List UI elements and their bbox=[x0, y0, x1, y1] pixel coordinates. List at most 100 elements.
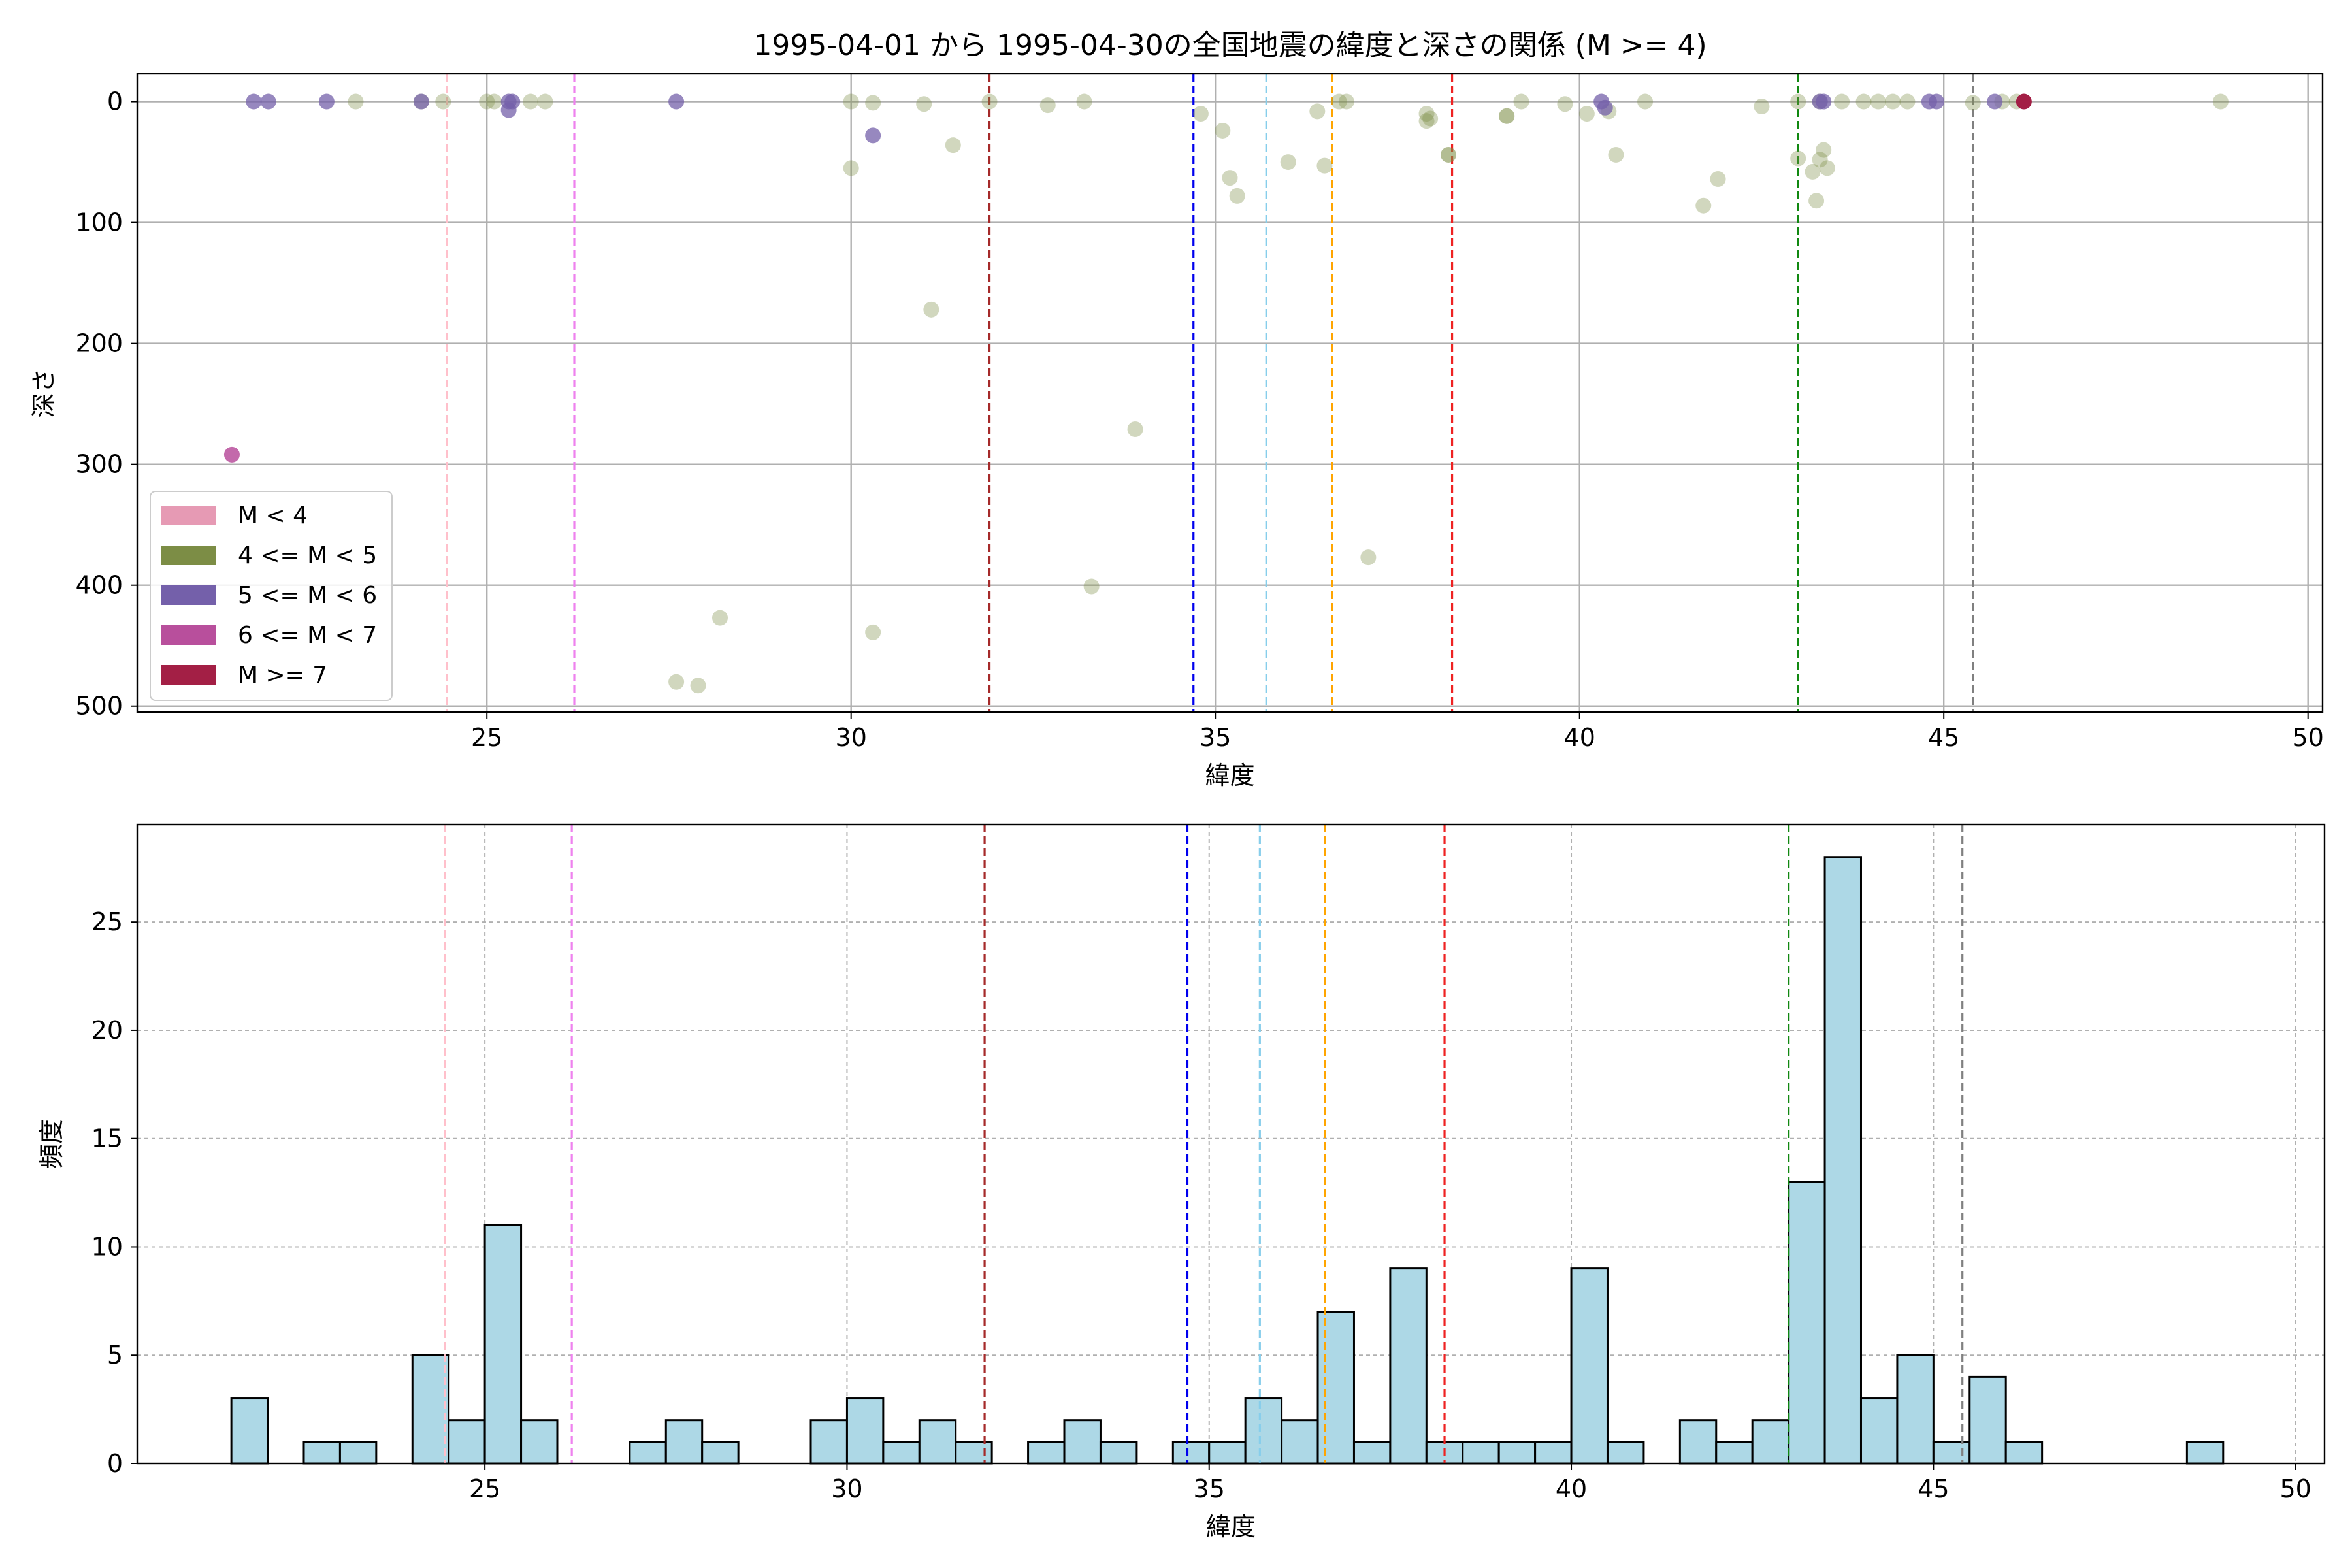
scatter-point bbox=[1076, 93, 1092, 110]
histogram-bar bbox=[1678, 1419, 1718, 1465]
legend-label: 6 <= M < 7 bbox=[238, 622, 377, 649]
hist-y-tick-label: 5 bbox=[107, 1341, 123, 1369]
histogram-bar bbox=[1896, 1354, 1935, 1465]
scatter-point bbox=[1039, 97, 1056, 114]
scatter-x-tick-label: 30 bbox=[836, 723, 867, 752]
histogram-panel: 25 30 35 40 45 50 0 5 10 15 20 25 緯度 頻度 bbox=[37, 823, 2326, 1541]
scatter-point bbox=[1360, 549, 1377, 566]
hist-x-tick-label: 35 bbox=[1194, 1475, 1225, 1503]
histogram-bar bbox=[1462, 1441, 1500, 1465]
scatter-point bbox=[1816, 142, 1832, 158]
histogram-bar bbox=[302, 1441, 341, 1465]
scatter-point bbox=[537, 93, 553, 110]
scatter-point bbox=[1418, 113, 1435, 129]
scatter-point bbox=[1578, 106, 1595, 122]
hist-x-axis-label: 緯度 bbox=[1206, 1512, 1256, 1541]
scatter-point bbox=[981, 93, 998, 110]
hist-y-axis-label: 頻度 bbox=[37, 1119, 66, 1169]
scatter-y-tick-label: 0 bbox=[107, 88, 123, 116]
scatter-point bbox=[1316, 157, 1333, 174]
histogram-bar bbox=[1208, 1441, 1247, 1465]
legend-swatch bbox=[161, 546, 216, 565]
histogram-bar bbox=[1389, 1267, 1428, 1465]
scatter-point bbox=[1790, 150, 1806, 167]
scatter-point bbox=[348, 93, 364, 110]
scatter-point bbox=[1834, 93, 1850, 110]
histogram-bar bbox=[1932, 1441, 1971, 1465]
legend-swatch bbox=[161, 665, 216, 685]
legend-label: M < 4 bbox=[238, 502, 308, 529]
scatter-point bbox=[1597, 99, 1613, 116]
scatter-point bbox=[1229, 188, 1245, 204]
scatter-point bbox=[1790, 93, 1806, 110]
scatter-point bbox=[1499, 108, 1515, 124]
scatter-point bbox=[435, 93, 451, 110]
hist-y-tick-label: 25 bbox=[91, 907, 123, 936]
scatter-point bbox=[668, 93, 685, 110]
scatter-point bbox=[1499, 108, 1515, 124]
scatter-point bbox=[1441, 146, 1456, 163]
scatter-point bbox=[1083, 578, 1100, 595]
histogram-bar bbox=[1534, 1441, 1573, 1465]
scatter-point bbox=[1808, 193, 1825, 209]
scatter-point bbox=[923, 301, 939, 318]
histogram-bar bbox=[1027, 1441, 1066, 1465]
scatter-point bbox=[500, 102, 517, 118]
scatter-point bbox=[1637, 93, 1654, 110]
histogram-bar bbox=[664, 1419, 704, 1465]
scatter-y-tick-label: 400 bbox=[75, 571, 123, 600]
histogram-bar bbox=[1244, 1397, 1283, 1465]
histogram-bar bbox=[1281, 1419, 1319, 1465]
scatter-point bbox=[1222, 170, 1238, 186]
histogram-bar bbox=[1570, 1267, 1609, 1465]
scatter-legend: M < 4 4 <= M < 5 5 <= M < 6 6 <= M < 7 M >= … bbox=[150, 491, 393, 701]
scatter-point bbox=[1422, 110, 1439, 127]
histogram-bar bbox=[520, 1419, 559, 1465]
scatter-x-tick-label: 50 bbox=[2293, 723, 2324, 752]
histogram-bar bbox=[629, 1441, 667, 1465]
scatter-point bbox=[260, 93, 276, 110]
hist-y-tick-label: 10 bbox=[91, 1232, 123, 1261]
scatter-point bbox=[916, 96, 932, 112]
scatter-y-tick-label: 500 bbox=[75, 692, 123, 721]
legend-swatch bbox=[161, 625, 216, 645]
histogram-bar bbox=[1063, 1419, 1102, 1465]
histogram-bar bbox=[1099, 1441, 1138, 1465]
scatter-point bbox=[1608, 146, 1624, 163]
scatter-point bbox=[1513, 93, 1529, 110]
histogram-bar bbox=[701, 1441, 740, 1465]
histogram-bar bbox=[2004, 1441, 2044, 1465]
legend-label: 4 <= M < 5 bbox=[238, 542, 377, 569]
legend-label: M >= 7 bbox=[238, 662, 327, 689]
histogram-bar bbox=[338, 1441, 378, 1465]
histogram-bar bbox=[1859, 1397, 1899, 1465]
scatter-y-tick-label: 300 bbox=[75, 450, 123, 479]
scatter-x-tick-label: 25 bbox=[471, 723, 502, 752]
legend-swatch bbox=[161, 506, 216, 525]
scatter-y-axis-label: 深さ bbox=[29, 368, 58, 417]
scatter-point bbox=[1816, 93, 1832, 110]
scatter-x-tick-label: 40 bbox=[1564, 723, 1595, 752]
histogram-bar bbox=[918, 1419, 957, 1465]
legend-label: 5 <= M < 6 bbox=[238, 582, 377, 609]
scatter-point bbox=[1987, 93, 2003, 110]
histogram-bar bbox=[1606, 1441, 1645, 1465]
hist-x-tick-label: 45 bbox=[1918, 1475, 1949, 1503]
scatter-point bbox=[865, 127, 881, 144]
scatter-y-tick-label: 100 bbox=[75, 208, 123, 237]
hist-axes-frame bbox=[136, 823, 2326, 1465]
scatter-point bbox=[1338, 93, 1354, 110]
scatter-y-tick-label: 200 bbox=[75, 329, 123, 358]
histogram-bar bbox=[230, 1397, 269, 1465]
scatter-point bbox=[1695, 197, 1712, 214]
scatter-point bbox=[1127, 421, 1143, 438]
scatter-point bbox=[1965, 95, 1981, 111]
scatter-point bbox=[1885, 93, 1901, 110]
histogram-bar bbox=[1823, 856, 1862, 1465]
histogram-bar bbox=[483, 1224, 523, 1465]
scatter-point bbox=[479, 93, 495, 110]
scatter-point bbox=[1280, 154, 1296, 171]
histogram-bar bbox=[411, 1354, 450, 1465]
